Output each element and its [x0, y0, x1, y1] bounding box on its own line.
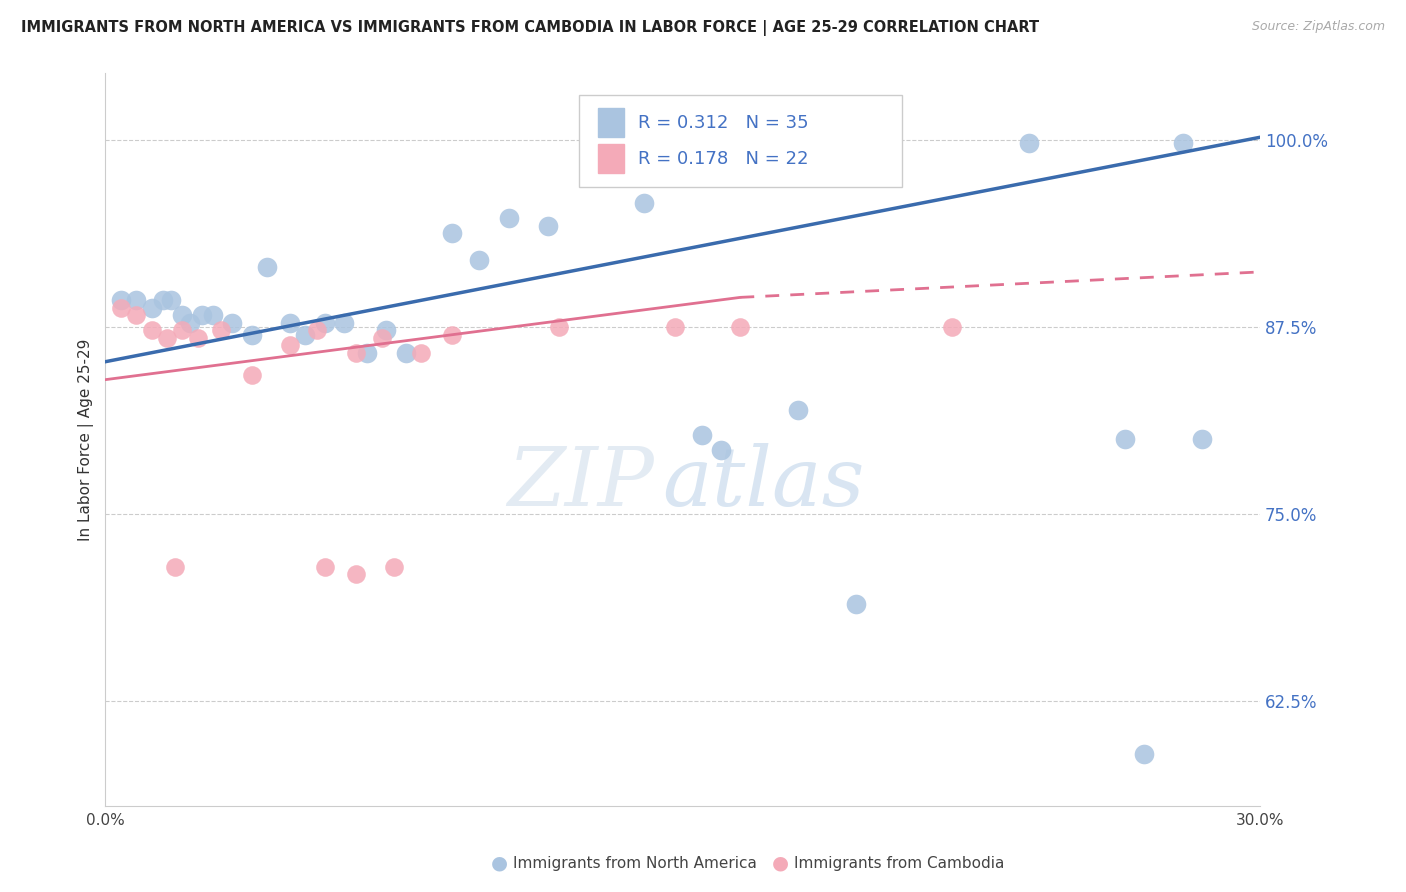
Point — [314, 559, 336, 574]
Point — [1133, 747, 1156, 761]
Point — [179, 316, 201, 330]
Point — [278, 338, 301, 352]
Text: ●: ● — [491, 854, 508, 873]
Text: 0.0%: 0.0% — [86, 813, 125, 828]
Point — [163, 559, 186, 574]
Point — [294, 327, 316, 342]
Point — [1114, 433, 1136, 447]
Point — [394, 345, 416, 359]
Point — [172, 309, 194, 323]
Text: Immigrants from Cambodia: Immigrants from Cambodia — [794, 856, 1005, 871]
Point — [548, 320, 571, 334]
Point — [156, 331, 179, 345]
Point — [941, 320, 963, 334]
Point — [344, 567, 367, 582]
Point — [467, 252, 489, 267]
Text: Source: ZipAtlas.com: Source: ZipAtlas.com — [1251, 20, 1385, 33]
Point — [787, 402, 810, 417]
Point — [159, 293, 181, 308]
Text: R = 0.178   N = 22: R = 0.178 N = 22 — [637, 150, 808, 168]
Point — [537, 219, 560, 233]
Point — [730, 320, 752, 334]
Text: 30.0%: 30.0% — [1236, 813, 1284, 828]
Y-axis label: In Labor Force | Age 25-29: In Labor Force | Age 25-29 — [79, 338, 94, 541]
Point — [240, 327, 263, 342]
Point — [440, 226, 463, 240]
Point — [256, 260, 278, 275]
Text: ZIP: ZIP — [508, 443, 654, 524]
Point — [344, 345, 367, 359]
Text: atlas: atlas — [662, 443, 865, 524]
Point — [664, 320, 686, 334]
Point — [690, 428, 713, 442]
Point — [409, 345, 432, 359]
Point — [1018, 136, 1040, 151]
Point — [1171, 136, 1194, 151]
Text: Immigrants from North America: Immigrants from North America — [513, 856, 756, 871]
Point — [333, 316, 356, 330]
Text: IMMIGRANTS FROM NORTH AMERICA VS IMMIGRANTS FROM CAMBODIA IN LABOR FORCE | AGE 2: IMMIGRANTS FROM NORTH AMERICA VS IMMIGRA… — [21, 20, 1039, 36]
Point — [141, 323, 163, 337]
Point — [141, 301, 163, 315]
Point — [1191, 433, 1213, 447]
Point — [110, 301, 132, 315]
Point — [356, 345, 378, 359]
Text: R = 0.312   N = 35: R = 0.312 N = 35 — [637, 114, 808, 132]
Point — [240, 368, 263, 383]
FancyBboxPatch shape — [579, 95, 903, 186]
FancyBboxPatch shape — [599, 145, 624, 173]
Point — [440, 327, 463, 342]
Point — [221, 316, 243, 330]
Point — [371, 331, 394, 345]
Point — [110, 293, 132, 308]
Point — [187, 331, 209, 345]
Point — [863, 136, 886, 151]
Point — [633, 196, 655, 211]
Point — [375, 323, 398, 337]
Point — [314, 316, 336, 330]
Point — [278, 316, 301, 330]
Point — [190, 309, 212, 323]
Point — [305, 323, 328, 337]
Point — [202, 309, 225, 323]
FancyBboxPatch shape — [599, 108, 624, 137]
Point — [125, 309, 148, 323]
Point — [152, 293, 174, 308]
Text: ●: ● — [772, 854, 789, 873]
Point — [498, 211, 520, 225]
Point — [209, 323, 232, 337]
Point — [710, 442, 733, 457]
Point — [172, 323, 194, 337]
Point — [382, 559, 405, 574]
Point — [125, 293, 148, 308]
Point — [845, 597, 868, 611]
